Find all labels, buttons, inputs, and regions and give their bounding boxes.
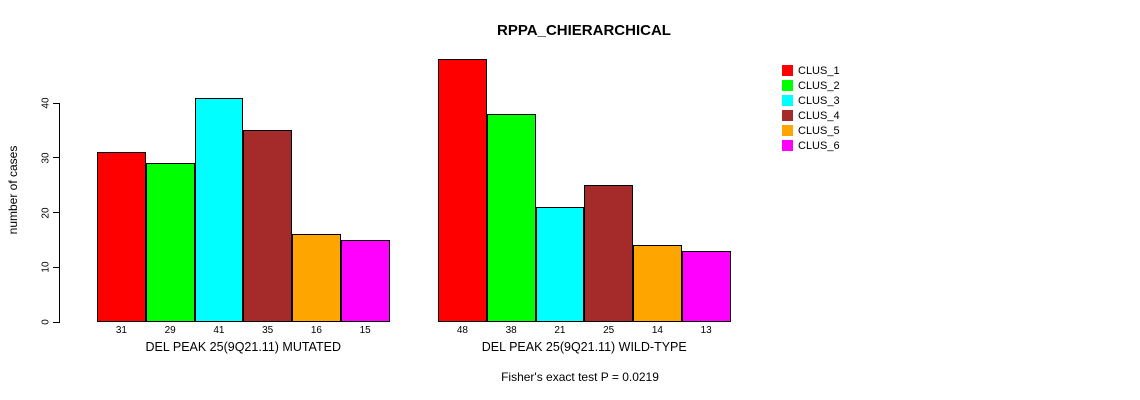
legend-item-clus_1: CLUS_1 [782, 64, 840, 77]
legend-swatch [782, 80, 793, 91]
bar-clus_4 [243, 130, 292, 322]
legend-label: CLUS_1 [798, 64, 840, 77]
bar-value-label: 15 [359, 325, 371, 336]
bar-value-label: 21 [554, 325, 566, 336]
y-axis-tick [53, 157, 59, 159]
bar-clus_2 [145, 163, 195, 322]
y-axis-tick-label: 0 [40, 319, 52, 325]
bar-clus_1 [438, 59, 487, 322]
y-axis-tick-label: 20 [40, 206, 52, 219]
legend-swatch [782, 140, 793, 151]
bar-clus_6 [340, 239, 390, 322]
legend-item-clus_6: CLUS_6 [782, 139, 840, 152]
bar-clus_1 [97, 152, 146, 322]
legend-swatch [782, 95, 793, 106]
y-axis-tick [53, 266, 59, 268]
legend-label: CLUS_3 [798, 94, 840, 107]
bar-value-label: 48 [456, 325, 468, 336]
legend-label: CLUS_4 [798, 109, 840, 122]
bar-value-label: 35 [262, 325, 274, 336]
legend-swatch [782, 125, 793, 136]
y-axis-tick-label: 10 [40, 261, 52, 273]
bar-clus_5 [633, 245, 682, 322]
y-axis-tick [53, 321, 59, 323]
legend-item-clus_3: CLUS_3 [782, 94, 840, 107]
bar-clus_6 [681, 250, 731, 322]
y-axis-tick [53, 102, 59, 104]
bar-value-label: 13 [700, 325, 712, 336]
legend-label: CLUS_6 [798, 139, 840, 152]
x-axis-group-label: DEL PEAK 25(9Q21.11) MUTATED [145, 340, 341, 354]
fisher-test-annotation: Fisher's exact test P = 0.0219 [501, 370, 659, 384]
legend-label: CLUS_2 [798, 79, 840, 92]
legend-swatch [782, 110, 793, 121]
legend-item-clus_2: CLUS_2 [782, 79, 840, 92]
bar-clus_3 [535, 207, 585, 322]
bar-value-label: 14 [651, 325, 663, 336]
bar-value-label: 38 [505, 325, 517, 336]
y-axis-tick-label: 30 [40, 152, 52, 164]
legend-swatch [782, 65, 793, 76]
bar-clus_3 [194, 97, 244, 322]
legend-item-clus_5: CLUS_5 [782, 124, 840, 137]
bar-value-label: 16 [310, 325, 322, 336]
bar-value-label: 41 [213, 325, 225, 336]
legend-label: CLUS_5 [798, 124, 840, 137]
bar-value-label: 31 [115, 325, 127, 336]
bar-value-label: 25 [603, 325, 615, 336]
x-axis-group-label: DEL PEAK 25(9Q21.11) WILD-TYPE [481, 340, 687, 354]
bar-clus_2 [486, 113, 536, 322]
chart-title: RPPA_CHIERARCHICAL [497, 22, 671, 39]
y-axis-tick-label: 40 [40, 97, 52, 109]
bar-clus_4 [584, 185, 633, 322]
bar-clus_5 [292, 234, 341, 322]
y-axis-tick [53, 212, 59, 213]
y-axis-line [59, 103, 60, 323]
legend-item-clus_4: CLUS_4 [782, 109, 840, 122]
y-axis-label: number of cases [6, 145, 20, 235]
bar-value-label: 29 [164, 325, 176, 336]
